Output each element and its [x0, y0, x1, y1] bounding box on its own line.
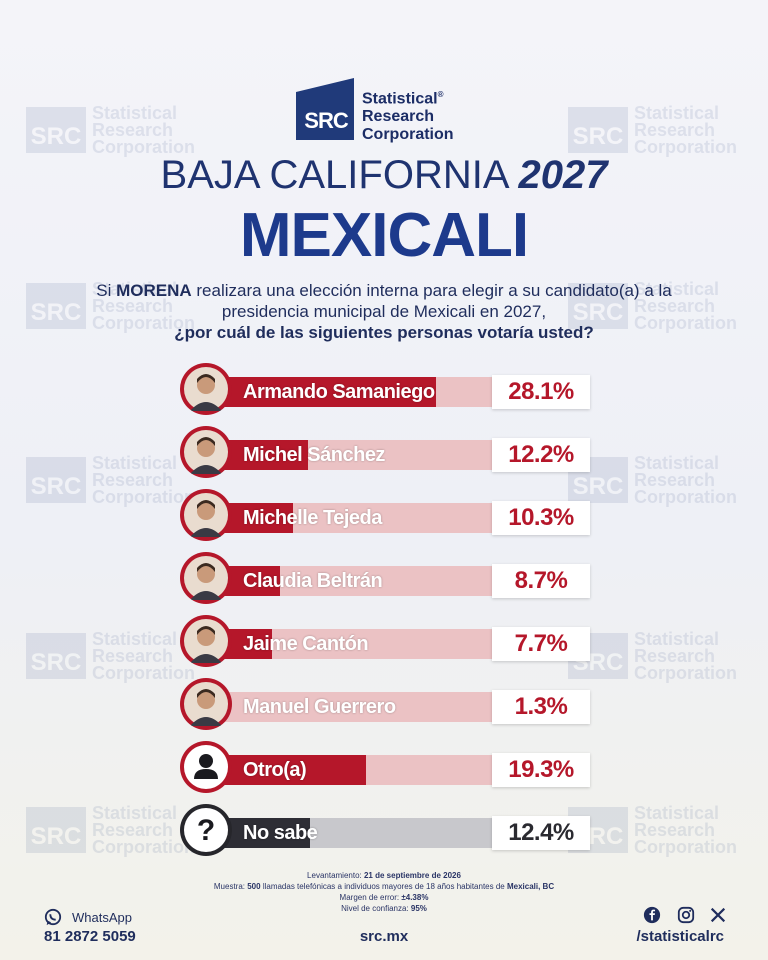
- data-label: 12.2%: [492, 438, 590, 472]
- chart-row: Claudia Beltrán 8.7%: [180, 552, 592, 608]
- chart-row: Michelle Tejeda 10.3%: [180, 489, 592, 545]
- avatar: [180, 678, 232, 730]
- chart-row: Armando Samaniego 28.1%: [180, 363, 592, 419]
- question-part3: ¿por cuál de las siguientes personas vot…: [174, 323, 594, 342]
- subtitle: BAJA CALIFORNIA 2027: [0, 153, 768, 198]
- data-label: 7.7%: [492, 627, 590, 661]
- watermark-logo: SRC: [26, 107, 86, 153]
- watermark-logo: SRC: [26, 457, 86, 503]
- person-photo-icon: [184, 619, 228, 663]
- data-label: 12.4%: [492, 816, 590, 850]
- chart-row: No sabe? 12.4%: [180, 804, 592, 860]
- watermark-logo: SRC: [26, 633, 86, 679]
- bar-track: [210, 692, 492, 722]
- logo-company-name: Statistical® Research Corporation: [362, 86, 454, 144]
- x-icon[interactable]: [709, 906, 727, 924]
- watermark-text: Statistical Research Corporation: [92, 102, 195, 157]
- category-label: No sabe: [243, 822, 318, 844]
- watermark: SRC Statistical Research Corporation: [568, 450, 768, 510]
- avatar: [180, 363, 232, 415]
- registered-mark: ®: [437, 90, 444, 99]
- avatar: [180, 552, 232, 604]
- category-label: Jaime Cantón: [243, 633, 369, 655]
- data-label: 8.7%: [492, 564, 590, 598]
- chart-row: Otro(a) 19.3%: [180, 741, 592, 797]
- person-photo-icon: [184, 682, 228, 726]
- person-photo-icon: [184, 367, 228, 411]
- instagram-icon[interactable]: [677, 906, 695, 924]
- logo-building-icon: [296, 78, 354, 140]
- logo-name-line3: Corporation: [362, 126, 454, 144]
- watermark-text: Statistical Research Corporation: [634, 628, 737, 683]
- question-icon: ?: [180, 804, 232, 856]
- methodology-notes: Levantamiento: 21 de septiembre de 2026 …: [0, 870, 768, 914]
- subtitle-region: BAJA CALIFORNIA: [160, 153, 508, 197]
- avatar: [180, 426, 232, 478]
- watermark-logo: SRC: [26, 283, 86, 329]
- chart-row: Michel Sánchez 12.2%: [180, 426, 592, 482]
- watermark-text: Statistical Research Corporation: [634, 102, 737, 157]
- social-icons: [643, 906, 733, 926]
- data-label: 10.3%: [492, 501, 590, 535]
- question-part2: realizara una elección interna para eleg…: [191, 281, 672, 321]
- watermark: SRC Statistical Research Corporation: [568, 626, 768, 686]
- category-label: Michel Sánchez: [243, 444, 385, 466]
- bar: [210, 755, 366, 785]
- category-label: Michelle Tejeda: [243, 507, 382, 529]
- watermark: SRC Statistical Research Corporation: [26, 100, 226, 160]
- watermark-text: Statistical Research Corporation: [634, 802, 737, 857]
- question-party: MORENA: [116, 281, 192, 300]
- logo-name-line2: Research: [362, 108, 435, 126]
- avatar: [180, 489, 232, 541]
- social-handle[interactable]: /statisticalrc: [636, 928, 724, 945]
- src-logo: SRC Statistical® Research Corporation: [296, 78, 476, 143]
- logo-letters: SRC: [304, 108, 348, 133]
- person-icon: [184, 745, 228, 789]
- category-label: Armando Samaniego: [243, 381, 435, 403]
- watermark: SRC Statistical Research Corporation: [568, 800, 768, 860]
- category-label: Claudia Beltrán: [243, 570, 383, 592]
- question-part1: Si: [96, 281, 117, 300]
- chart-row: Manuel Guerrero 1.3%: [180, 678, 592, 734]
- person-icon: [180, 741, 232, 793]
- chart-row: Jaime Cantón 7.7%: [180, 615, 592, 671]
- avatar: [180, 615, 232, 667]
- bar: [210, 377, 437, 407]
- watermark-logo: SRC: [26, 807, 86, 853]
- watermark-logo: SRC: [568, 107, 628, 153]
- facebook-icon[interactable]: [643, 906, 661, 924]
- logo-name-line1: Statistical: [362, 90, 438, 108]
- whatsapp-phone[interactable]: 81 2872 5059: [44, 928, 136, 945]
- data-label: 1.3%: [492, 690, 590, 724]
- svg-text:?: ?: [197, 814, 215, 847]
- person-photo-icon: [184, 493, 228, 537]
- whatsapp-label: WhatsApp: [72, 910, 132, 925]
- data-label: 19.3%: [492, 753, 590, 787]
- person-photo-icon: [184, 556, 228, 600]
- survey-question: Si MORENA realizara una elección interna…: [90, 280, 678, 343]
- category-label: Manuel Guerrero: [243, 696, 396, 718]
- note-sample: Muestra: 500 llamadas telefónicas a indi…: [213, 882, 555, 891]
- subtitle-year: 2027: [518, 153, 608, 197]
- page-title: MEXICALI: [239, 201, 529, 270]
- question-icon: ?: [184, 808, 228, 852]
- whatsapp-icon: [44, 908, 62, 926]
- note-survey-date: Levantamiento: 21 de septiembre de 2026: [307, 871, 461, 880]
- website-link[interactable]: src.mx: [359, 928, 409, 945]
- note-margin-of-error: Margen de error: ±4.38%: [339, 893, 429, 902]
- category-label: Otro(a): [243, 759, 307, 781]
- watermark: SRC Statistical Research Corporation: [568, 100, 768, 160]
- person-photo-icon: [184, 430, 228, 474]
- note-confidence: Nivel de confianza: 95%: [341, 904, 427, 913]
- watermark-text: Statistical Research Corporation: [634, 452, 737, 507]
- data-label: 28.1%: [492, 375, 590, 409]
